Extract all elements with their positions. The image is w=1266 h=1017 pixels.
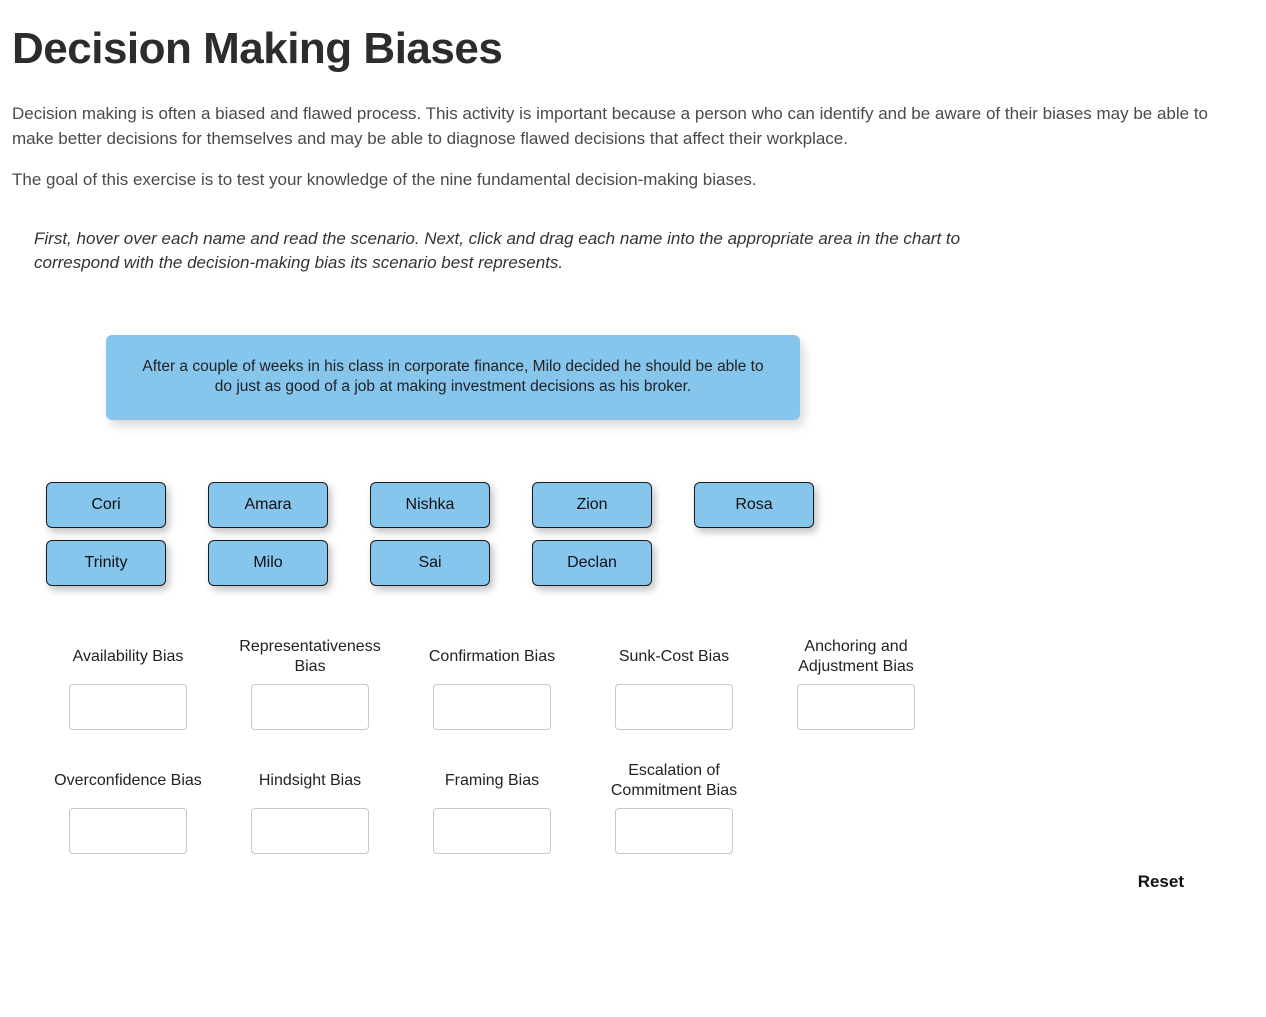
target-label: Escalation of Commitment Bias xyxy=(589,760,759,802)
page-title: Decision Making Biases xyxy=(12,24,1254,74)
target-escalation: Escalation of Commitment Bias xyxy=(584,760,764,854)
name-chip-zion[interactable]: Zion xyxy=(532,482,652,528)
name-chip-milo[interactable]: Milo xyxy=(208,540,328,586)
intro-paragraph-2: The goal of this exercise is to test you… xyxy=(12,168,1232,193)
drop-slot-overconfidence[interactable] xyxy=(69,808,187,854)
name-chips-container: Cori Amara Nishka Zion Rosa Trinity Milo… xyxy=(46,482,1232,586)
drop-targets-grid: Availability Bias Representativeness Bia… xyxy=(38,636,1232,854)
target-sunk-cost: Sunk-Cost Bias xyxy=(584,636,764,730)
drop-slot-hindsight[interactable] xyxy=(251,808,369,854)
target-label: Availability Bias xyxy=(73,636,184,678)
target-anchoring: Anchoring and Adjustment Bias xyxy=(766,636,946,730)
target-hindsight: Hindsight Bias xyxy=(220,760,400,854)
reset-button[interactable]: Reset xyxy=(1130,868,1192,896)
drop-slot-anchoring[interactable] xyxy=(797,684,915,730)
intro-paragraph-1: Decision making is often a biased and fl… xyxy=(12,102,1232,151)
name-chip-trinity[interactable]: Trinity xyxy=(46,540,166,586)
drop-slot-confirmation[interactable] xyxy=(433,684,551,730)
target-representativeness: Representativeness Bias xyxy=(220,636,400,730)
target-label: Confirmation Bias xyxy=(429,636,555,678)
drop-slot-framing[interactable] xyxy=(433,808,551,854)
activity-area: First, hover over each name and read the… xyxy=(12,207,1254,896)
target-label: Anchoring and Adjustment Bias xyxy=(771,636,941,678)
target-label: Representativeness Bias xyxy=(225,636,395,678)
target-overconfidence: Overconfidence Bias xyxy=(38,760,218,854)
scenario-tooltip: After a couple of weeks in his class in … xyxy=(106,335,800,421)
reset-row: Reset xyxy=(34,868,1232,896)
chip-row-2: Trinity Milo Sai Declan xyxy=(46,540,1232,586)
target-label: Hindsight Bias xyxy=(259,760,361,802)
name-chip-amara[interactable]: Amara xyxy=(208,482,328,528)
target-framing: Framing Bias xyxy=(402,760,582,854)
name-chip-declan[interactable]: Declan xyxy=(532,540,652,586)
target-label: Overconfidence Bias xyxy=(54,760,202,802)
drop-slot-availability[interactable] xyxy=(69,684,187,730)
name-chip-sai[interactable]: Sai xyxy=(370,540,490,586)
name-chip-nishka[interactable]: Nishka xyxy=(370,482,490,528)
drop-slot-sunk-cost[interactable] xyxy=(615,684,733,730)
target-label: Framing Bias xyxy=(445,760,539,802)
name-chip-rosa[interactable]: Rosa xyxy=(694,482,814,528)
target-label: Sunk-Cost Bias xyxy=(619,636,729,678)
drop-slot-representativeness[interactable] xyxy=(251,684,369,730)
name-chip-cori[interactable]: Cori xyxy=(46,482,166,528)
target-availability: Availability Bias xyxy=(38,636,218,730)
instructions-text: First, hover over each name and read the… xyxy=(34,227,974,275)
drop-slot-escalation[interactable] xyxy=(615,808,733,854)
target-confirmation: Confirmation Bias xyxy=(402,636,582,730)
chip-row-1: Cori Amara Nishka Zion Rosa xyxy=(46,482,1232,528)
